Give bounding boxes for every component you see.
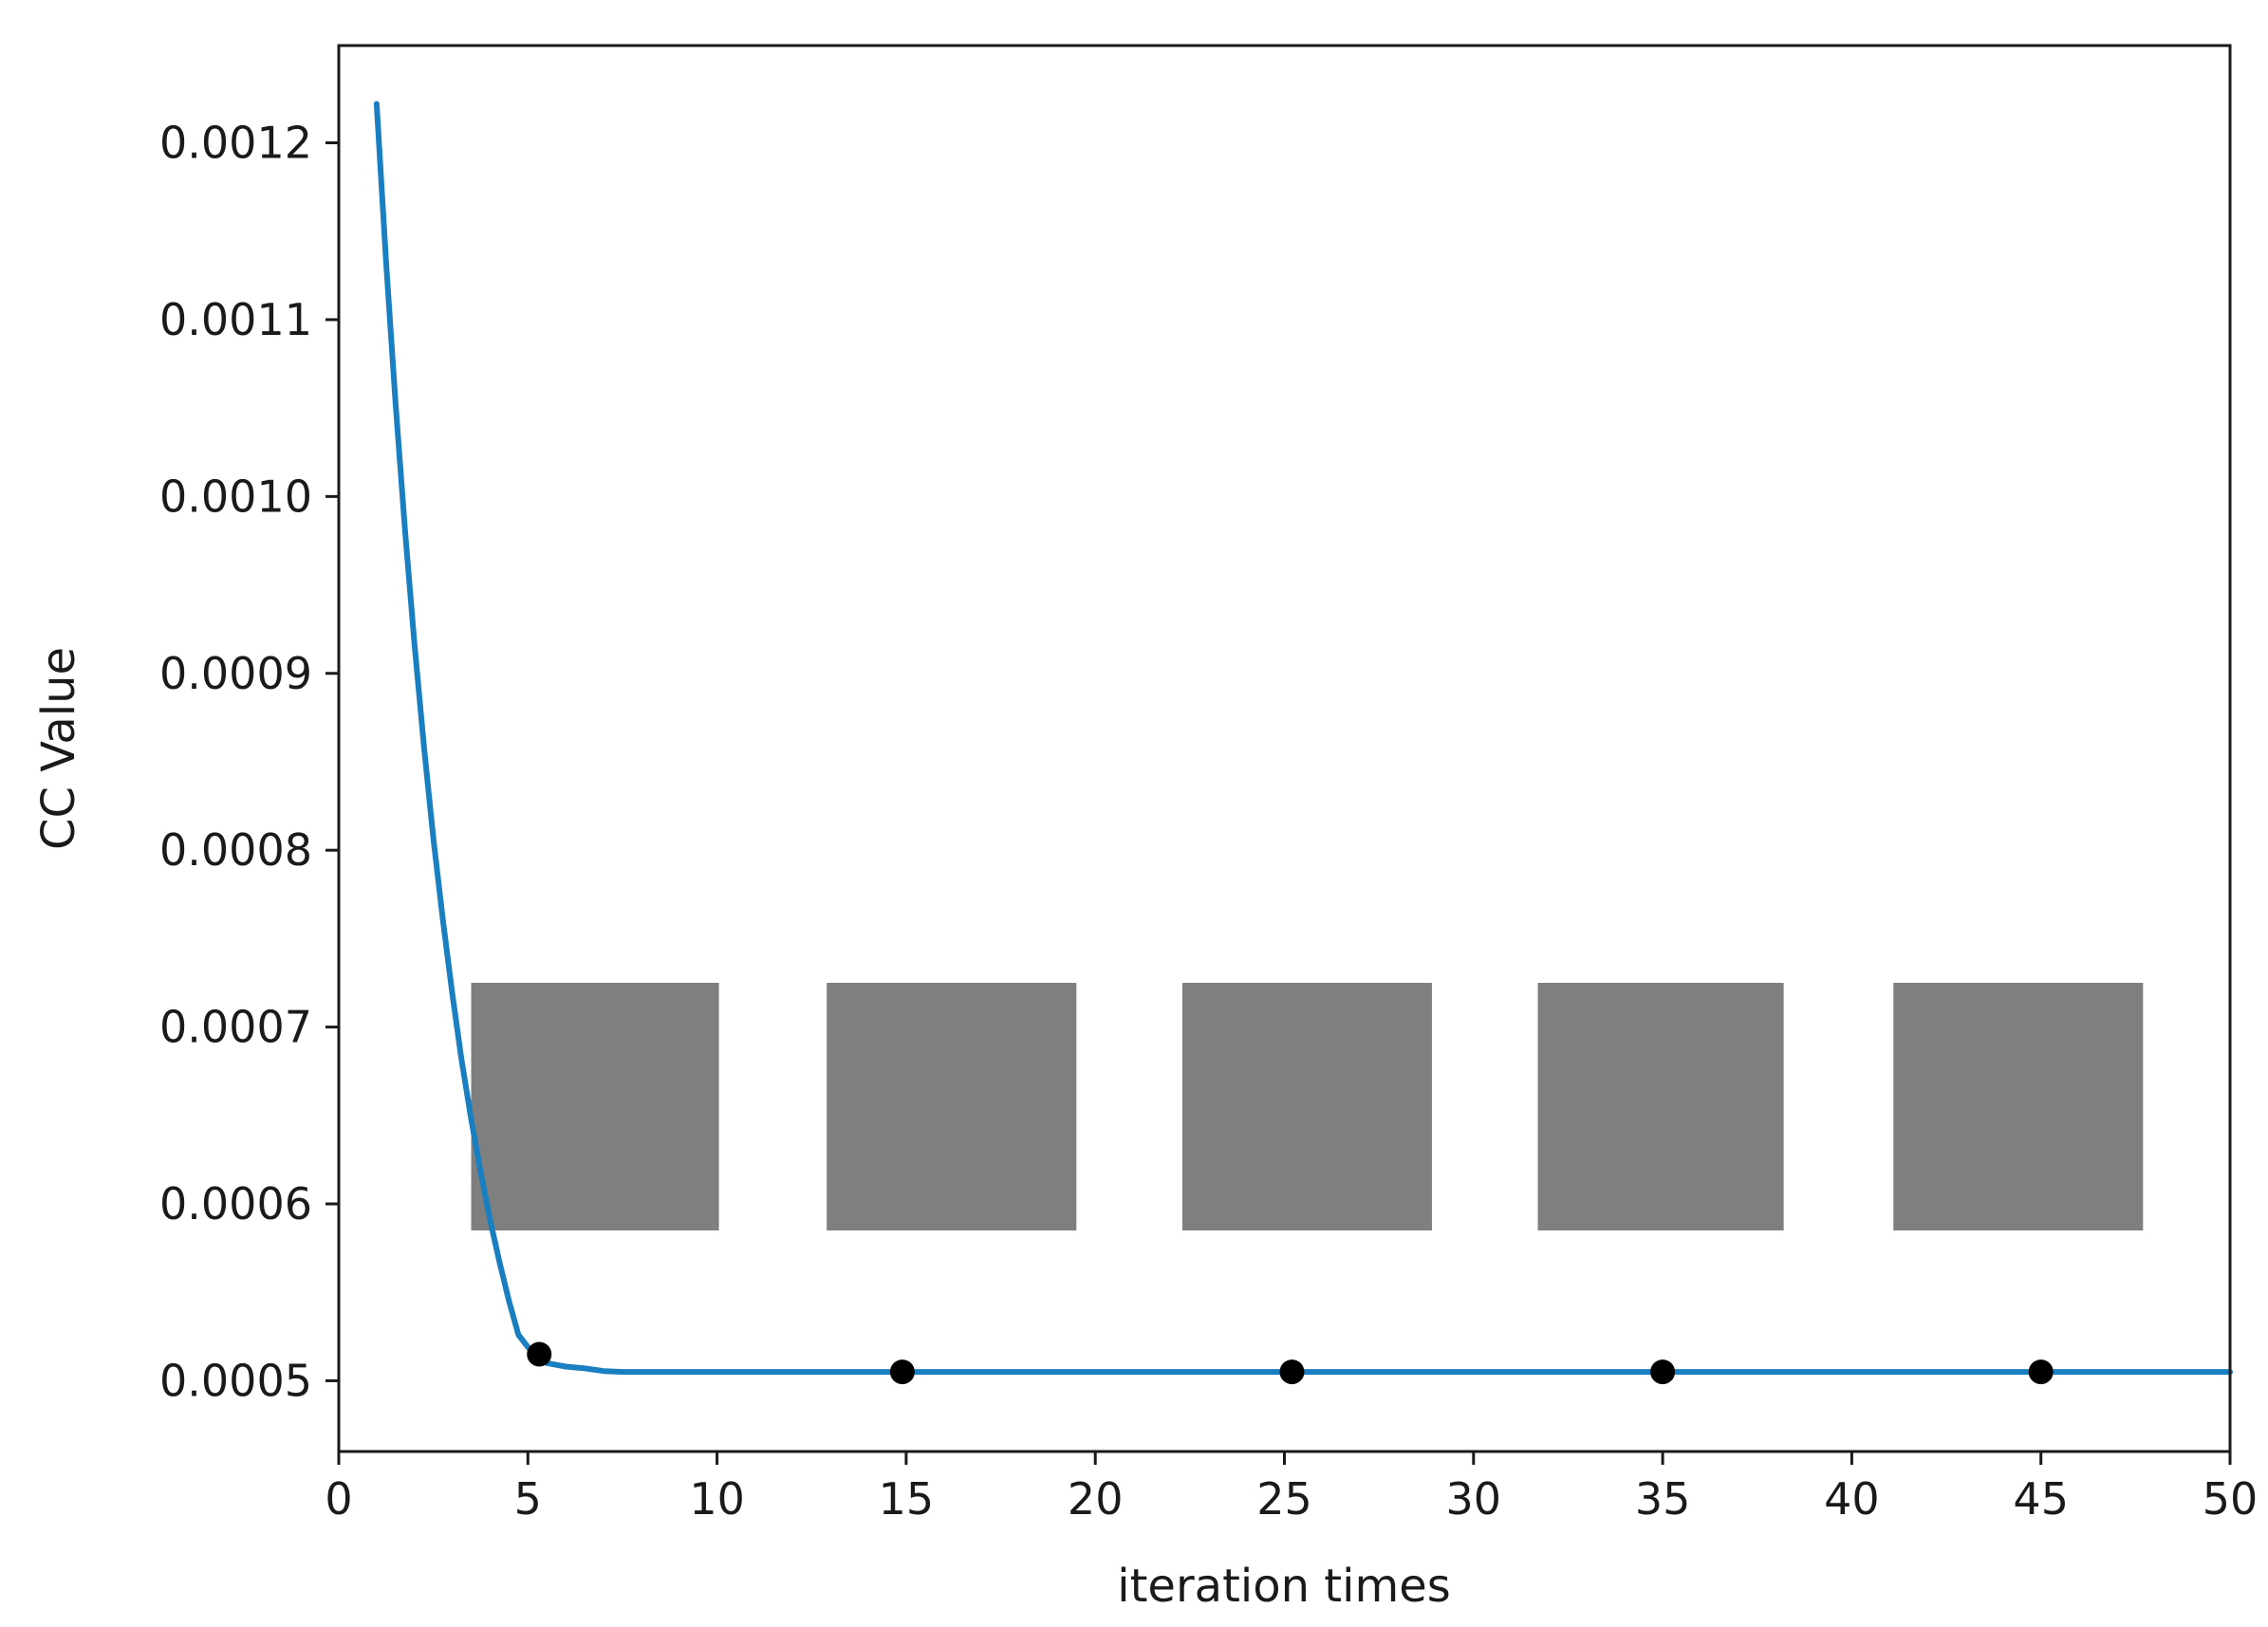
x-tick-label: 5 [514,1473,542,1525]
data-point-4 [1650,1359,1676,1385]
x-tick-label: 20 [1068,1473,1124,1525]
y-tick-label: 0.0009 [159,648,312,699]
placeholder-boxes [471,983,2144,1230]
y-tick-label: 0.0008 [159,824,312,876]
placeholder-box-4 [1537,983,1784,1230]
x-tick-label: 50 [2203,1473,2259,1525]
placeholder-box-5 [1893,983,2144,1230]
y-tick-label: 0.0006 [159,1178,312,1229]
placeholder-box-2 [827,983,1077,1230]
x-tick-label: 0 [325,1473,352,1525]
y-tick-label: 0.0011 [159,294,312,345]
y-tick-label: 0.0010 [159,471,312,522]
x-tick-label: 35 [1635,1473,1691,1525]
x-tick-label: 30 [1446,1473,1502,1525]
x-tick-label: 45 [2013,1473,2069,1525]
data-point-1 [527,1341,552,1367]
y-axis-label: CC Value [32,647,85,850]
data-point-5 [2028,1359,2054,1385]
x-axis-label: iteration times [1117,1560,1451,1613]
y-tick-label: 0.0005 [159,1355,312,1406]
marker-layer [527,1341,2054,1385]
x-axis: 0 5 10 15 20 25 30 35 40 45 50 [325,1451,2258,1525]
x-tick-label: 15 [879,1473,935,1525]
x-tick-label: 10 [689,1473,745,1525]
y-tick-label: 0.0012 [159,118,312,169]
y-axis: 0.0005 0.0006 0.0007 0.0008 0.0009 0.0010 0.00… [159,118,339,1406]
data-point-2 [889,1359,915,1385]
x-tick-label: 40 [1824,1473,1880,1525]
data-point-3 [1279,1359,1305,1385]
y-tick-label: 0.0007 [159,1002,312,1053]
placeholder-box-3 [1181,983,1432,1230]
x-tick-label: 25 [1256,1473,1312,1525]
placeholder-box-1 [471,983,719,1230]
